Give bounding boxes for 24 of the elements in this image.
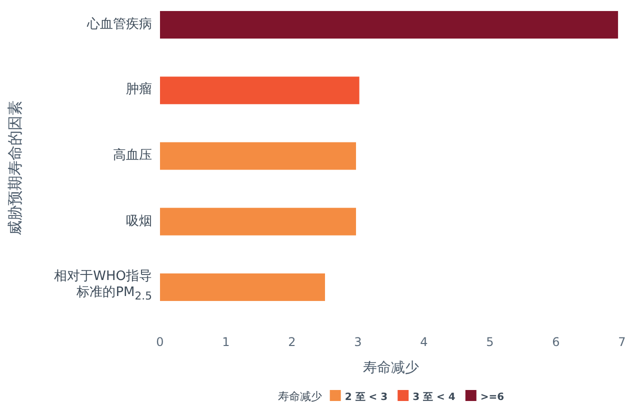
y-tick-label: 肿瘤 xyxy=(125,82,152,98)
x-tick-label: 7 xyxy=(618,335,626,349)
x-tick-label: 4 xyxy=(420,335,428,349)
bar xyxy=(160,11,618,39)
y-axis-title: 威胁预期寿命的因素 xyxy=(6,100,24,236)
legend-label: 3 至 < 4 xyxy=(412,392,456,403)
bar xyxy=(160,273,325,301)
x-tick-label: 3 xyxy=(354,335,362,349)
bar xyxy=(160,76,360,104)
x-tick-label: 1 xyxy=(222,335,230,349)
y-tick-label: 相对于WHO指导标准的PM$_{2.5}$ xyxy=(53,269,152,305)
x-axis-title: 寿命减少 xyxy=(363,360,419,376)
y-tick-label: 心血管疾病 xyxy=(86,16,152,33)
x-tick-label: 0 xyxy=(156,335,164,349)
x-tick-label: 5 xyxy=(486,335,494,349)
legend-label: 2 至 < 3 xyxy=(344,392,388,403)
x-tick-label: 2 xyxy=(288,335,296,349)
legend-title: 寿命减少 xyxy=(278,390,322,403)
y-tick-label: 高血压 xyxy=(112,148,152,164)
bar xyxy=(160,142,356,170)
bar xyxy=(160,208,356,236)
x-tick-label: 6 xyxy=(552,335,560,349)
legend-label: >=6 xyxy=(480,392,504,403)
y-tick-label: 吸烟 xyxy=(125,214,152,230)
